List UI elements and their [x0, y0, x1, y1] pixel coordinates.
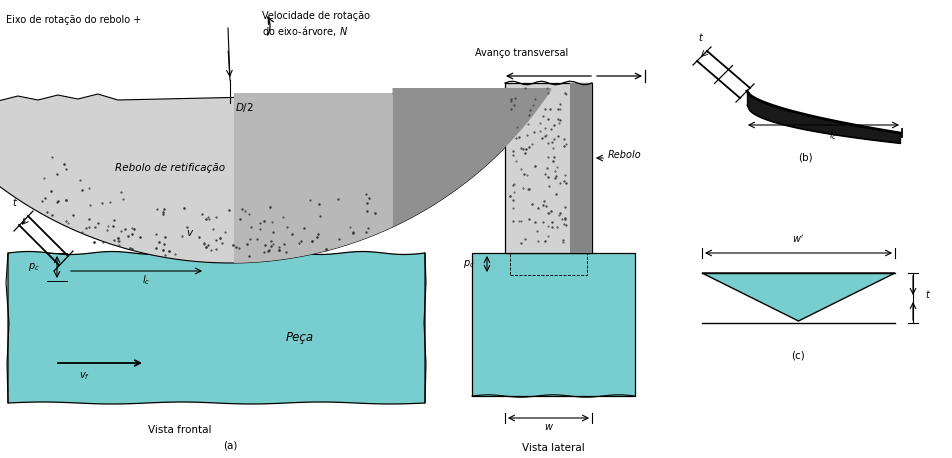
- Polygon shape: [702, 273, 895, 321]
- Bar: [505, 83, 592, 253]
- Text: $l_c$: $l_c$: [829, 128, 838, 142]
- Text: Eixo de rotação do rebolo +: Eixo de rotação do rebolo +: [6, 15, 141, 25]
- Bar: [472, 253, 635, 396]
- Text: $p_c$: $p_c$: [464, 258, 475, 270]
- Text: $t$: $t$: [925, 288, 931, 300]
- Polygon shape: [392, 88, 551, 227]
- Text: do eixo-árvore, $N$: do eixo-árvore, $N$: [262, 24, 348, 38]
- Text: Velocidade de rotação: Velocidade de rotação: [262, 11, 370, 21]
- Text: $l_c$: $l_c$: [143, 273, 150, 287]
- Text: $p_c$: $p_c$: [28, 261, 40, 273]
- Text: $t$: $t$: [698, 31, 704, 43]
- Text: Rebolo: Rebolo: [608, 150, 642, 160]
- Text: $D/2$: $D/2$: [235, 101, 253, 114]
- Text: $w$: $w$: [544, 422, 553, 432]
- Text: Peça: Peça: [286, 332, 314, 344]
- Text: $t$: $t$: [12, 196, 18, 208]
- Text: Vista lateral: Vista lateral: [522, 443, 585, 453]
- Polygon shape: [0, 89, 551, 263]
- Polygon shape: [234, 93, 392, 263]
- Text: $v$: $v$: [186, 228, 194, 238]
- Bar: [570, 83, 592, 253]
- Text: (c): (c): [792, 350, 805, 360]
- Text: (a): (a): [223, 440, 237, 450]
- Text: Rebolo de retificação: Rebolo de retificação: [115, 163, 225, 173]
- Polygon shape: [8, 251, 425, 404]
- Text: Vista frontal: Vista frontal: [149, 425, 211, 435]
- Text: (b): (b): [798, 153, 812, 163]
- Text: $v_f$: $v_f$: [80, 370, 90, 382]
- Text: $w'$: $w'$: [792, 233, 804, 245]
- Text: Avanço transversal: Avanço transversal: [475, 48, 568, 58]
